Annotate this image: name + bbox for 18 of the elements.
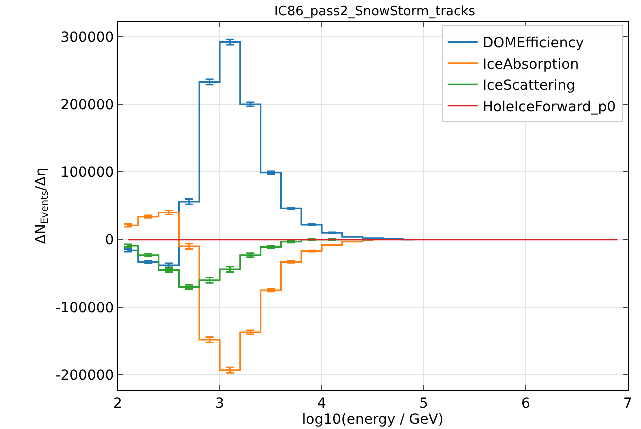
legend-label: DOMEfficiency (482, 36, 584, 52)
y-tick-label: -100000 (56, 300, 114, 316)
chart-title: IC86_pass2_SnowStorm_tracks (274, 4, 476, 20)
x-tick-label: 5 (420, 396, 428, 412)
legend-label: HoleIceForward_p0 (482, 99, 616, 116)
y-tick-label: 0 (105, 232, 114, 249)
legend-label: IceScattering (482, 78, 576, 94)
x-tick-label: 3 (216, 396, 224, 412)
legend-label: IceAbsorption (482, 56, 580, 73)
x-tick-label: 2 (114, 396, 122, 412)
x-tick-label: 6 (522, 396, 531, 412)
y-tick-label: -200000 (56, 368, 114, 384)
x-tick-label: 4 (318, 396, 327, 412)
y-tick-label: 300000 (60, 30, 114, 46)
x-axis-title: log10(energy / GeV) (302, 412, 444, 428)
y-tick-label: 200000 (60, 97, 114, 114)
y-tick-label: 100000 (60, 165, 114, 182)
x-tick-label: 7 (624, 396, 632, 412)
